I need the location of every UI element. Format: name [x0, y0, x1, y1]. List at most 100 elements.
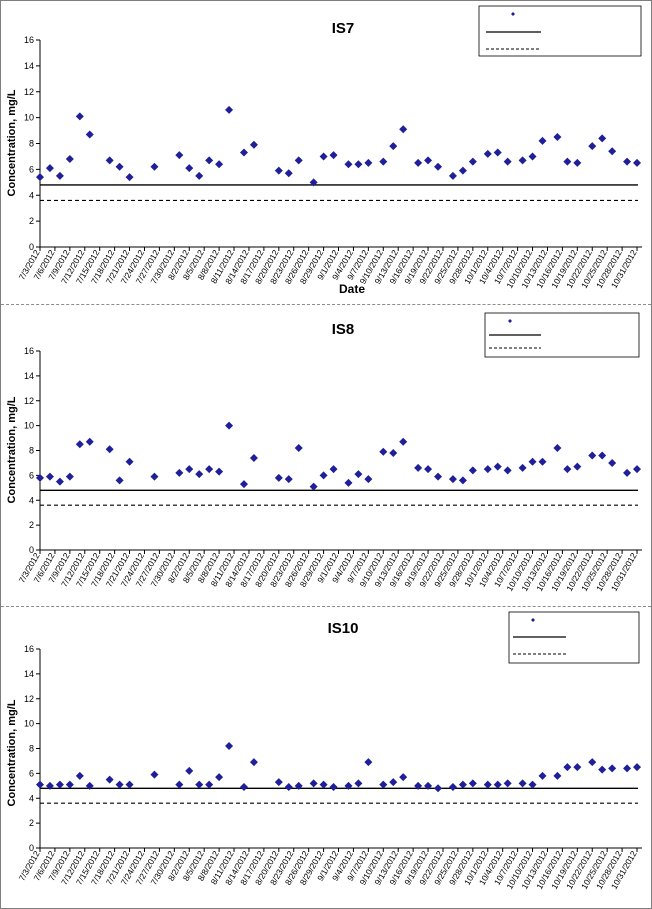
data-point — [215, 773, 224, 782]
data-point — [205, 780, 214, 789]
data-point — [608, 764, 617, 773]
data-point — [215, 467, 224, 476]
data-point — [274, 778, 283, 787]
y-tick-label: 16 — [24, 644, 34, 654]
data-point — [344, 160, 353, 169]
data-point — [633, 763, 642, 772]
panel-divider — [1, 606, 651, 607]
chart-svg: IS7 02468101214167/3/20127/6/20127/9/201… — [6, 5, 642, 296]
chart-svg: IS8 02468101214167/3/20127/6/20127/9/201… — [6, 312, 642, 593]
data-point — [424, 781, 433, 790]
data-point — [45, 472, 54, 481]
y-tick-label: 6 — [29, 164, 34, 174]
data-point — [319, 152, 328, 161]
data-point — [414, 781, 423, 790]
data-point — [448, 783, 457, 792]
y-tick-label: 2 — [29, 520, 34, 530]
data-point — [379, 447, 388, 456]
data-point — [518, 779, 527, 788]
y-tick-label: 4 — [29, 495, 34, 505]
y-tick-label: 16 — [24, 346, 34, 356]
y-tick-label: 10 — [24, 113, 34, 123]
y-tick-label: 8 — [29, 744, 34, 754]
y-tick-label: 2 — [29, 216, 34, 226]
data-point — [294, 444, 303, 453]
y-tick-label: 4 — [29, 190, 34, 200]
chart-legend — [508, 611, 640, 664]
data-point — [493, 148, 502, 157]
y-tick-label: 2 — [29, 818, 34, 828]
data-point — [344, 781, 353, 790]
data-point — [115, 162, 124, 171]
data-point — [294, 156, 303, 165]
y-tick-label: 14 — [24, 669, 34, 679]
data-point — [633, 158, 642, 167]
data-point — [125, 173, 134, 182]
y-tick-label: 12 — [24, 694, 34, 704]
data-point — [309, 482, 318, 491]
data-point — [309, 178, 318, 187]
data-point — [36, 173, 44, 182]
data-point — [85, 130, 94, 139]
data-point — [195, 470, 204, 479]
data-point — [503, 779, 512, 788]
data-point — [175, 151, 184, 160]
data-point — [185, 766, 194, 775]
data-point — [424, 156, 433, 165]
data-point — [45, 781, 54, 790]
data-point — [150, 770, 159, 779]
data-point — [389, 142, 398, 151]
data-point — [528, 780, 537, 789]
y-tick-label: 0 — [29, 545, 34, 555]
data-point — [503, 157, 512, 166]
data-point — [284, 475, 293, 484]
data-point — [215, 160, 224, 169]
data-point — [225, 105, 234, 114]
y-tick-label: 6 — [29, 470, 34, 480]
legend-marker-icon — [511, 12, 515, 16]
data-point — [249, 140, 258, 149]
y-tick-label: 10 — [24, 719, 34, 729]
chart-panel-is10: IS10 0 2 4 6 8 10 12 14 16 7/3/2012 7/6/2012 7/9/20… — [1, 607, 651, 907]
data-point — [379, 780, 388, 789]
data-point — [563, 157, 572, 166]
data-point — [65, 155, 74, 164]
data-point — [105, 156, 114, 165]
data-point — [36, 780, 44, 789]
data-point — [249, 453, 258, 462]
data-point — [448, 171, 457, 180]
legend-marker-icon — [531, 618, 535, 622]
data-point — [125, 457, 134, 466]
data-point — [239, 148, 248, 157]
data-point — [538, 771, 547, 780]
y-tick-label: 12 — [24, 396, 34, 406]
data-point — [195, 780, 204, 789]
data-point — [528, 457, 537, 466]
data-point — [399, 773, 408, 782]
panel-divider — [1, 304, 651, 305]
data-point — [249, 758, 258, 767]
data-point — [105, 445, 114, 454]
y-tick-label: 8 — [29, 446, 34, 456]
plot-area: 02468101214167/3/20127/6/20127/9/20127/1… — [17, 644, 642, 891]
data-point — [399, 125, 408, 134]
data-point — [115, 476, 124, 485]
data-point — [493, 462, 502, 471]
data-point — [588, 758, 597, 767]
data-point — [573, 158, 582, 167]
data-point — [424, 465, 433, 474]
data-point — [458, 476, 467, 485]
y-tick-label: 0 — [29, 843, 34, 853]
y-tick-label: 4 — [29, 793, 34, 803]
data-point — [598, 451, 607, 460]
data-point — [434, 162, 443, 171]
data-point — [493, 780, 502, 789]
data-point — [563, 465, 572, 474]
data-point — [538, 457, 547, 466]
data-point — [608, 458, 617, 467]
y-axis-label: Concentration, mg/L — [6, 396, 18, 503]
data-point — [319, 780, 328, 789]
data-point — [55, 171, 64, 180]
data-point — [389, 448, 398, 457]
data-point — [458, 166, 467, 175]
